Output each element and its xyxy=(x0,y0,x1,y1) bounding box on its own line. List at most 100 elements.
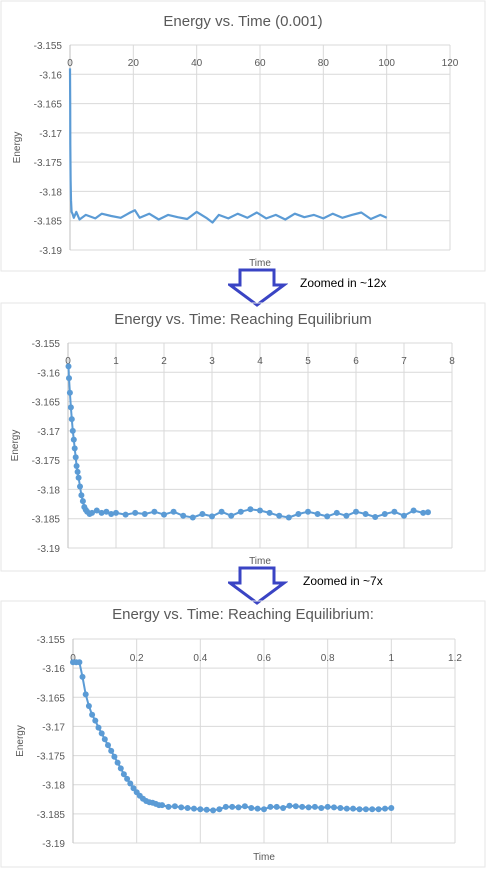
data-point xyxy=(241,803,248,810)
y-tick-label: -3.16 xyxy=(37,368,60,379)
x-tick-label: 20 xyxy=(128,58,140,69)
x-tick-label: 0.8 xyxy=(321,653,335,664)
data-point xyxy=(247,506,254,513)
data-point xyxy=(68,416,75,423)
chart-title: Energy vs. Time: Reaching Equilibrium: xyxy=(112,606,374,623)
x-tick-label: 1 xyxy=(113,356,119,367)
data-point xyxy=(78,492,85,499)
data-point xyxy=(180,512,187,519)
data-point xyxy=(391,508,398,515)
x-tick-label: 80 xyxy=(318,58,330,69)
x-axis-label: Time xyxy=(249,258,271,269)
data-point xyxy=(267,803,274,810)
chart-title: Energy vs. Time: Reaching Equilibrium xyxy=(114,311,372,328)
data-point xyxy=(401,512,407,519)
x-tick-label: 0 xyxy=(70,653,76,664)
series-line xyxy=(68,68,388,224)
data-point xyxy=(324,513,331,520)
data-point xyxy=(98,509,105,516)
data-point xyxy=(235,804,242,811)
x-tick-label: 100 xyxy=(378,58,395,69)
energy-chart-1: Energy vs. Time (0.001) -3.155 -3.16 -3.165… xyxy=(0,0,486,272)
x-tick-label: 1 xyxy=(389,653,395,664)
data-point xyxy=(248,805,255,811)
y-axis-label: Energy xyxy=(12,132,23,164)
data-point xyxy=(237,508,244,515)
data-point xyxy=(171,803,178,810)
y-tick-label: -3.165 xyxy=(32,398,61,409)
data-point xyxy=(314,511,321,517)
data-point xyxy=(130,785,137,792)
data-point xyxy=(105,742,111,749)
x-tick-label: 0 xyxy=(65,356,71,367)
data-point xyxy=(420,509,427,516)
data-point xyxy=(72,454,79,461)
data-point xyxy=(369,806,376,813)
data-point xyxy=(79,673,86,680)
y-tick-label: -3.155 xyxy=(32,339,61,350)
data-point xyxy=(111,753,118,760)
data-point xyxy=(98,730,105,737)
y-tick-label: -3.16 xyxy=(42,664,65,675)
data-point xyxy=(85,703,92,709)
data-point xyxy=(350,805,357,812)
data-point xyxy=(210,807,217,814)
down-arrow-icon xyxy=(228,566,288,605)
data-point xyxy=(292,803,299,810)
data-point xyxy=(199,511,206,517)
data-point xyxy=(151,508,158,515)
data-point xyxy=(67,404,74,411)
data-point xyxy=(184,805,191,811)
energy-chart-3: Energy vs. Time: Reaching Equilibrium: -3… xyxy=(0,600,486,868)
y-tick-label: -3.18 xyxy=(39,187,62,198)
data-point xyxy=(113,509,119,516)
data-point xyxy=(74,468,81,475)
y-tick-label: -3.155 xyxy=(37,635,66,646)
data-point xyxy=(117,765,124,772)
data-point xyxy=(425,509,431,516)
data-point xyxy=(127,780,134,787)
data-point xyxy=(70,436,77,443)
x-tick-label: 0.6 xyxy=(257,653,271,664)
data-point xyxy=(65,363,72,370)
chart-frame xyxy=(0,0,486,272)
data-point xyxy=(362,511,369,517)
data-point xyxy=(108,747,115,754)
data-point xyxy=(388,805,395,811)
energy-chart-2: Energy vs. Time: Reaching Equilibrium -3.… xyxy=(0,302,486,572)
data-point xyxy=(124,775,131,782)
y-tick-label: -3.175 xyxy=(34,158,63,169)
data-point xyxy=(69,427,76,434)
y-tick-label: -3.18 xyxy=(37,485,60,496)
data-point xyxy=(95,724,102,731)
y-tick-label: -3.185 xyxy=(32,515,61,526)
data-point xyxy=(276,512,283,519)
y-tick-label: -3.19 xyxy=(37,544,60,555)
data-point xyxy=(273,803,280,810)
data-point xyxy=(295,511,302,517)
data-point xyxy=(82,691,89,698)
data-point xyxy=(66,389,73,396)
data-point xyxy=(375,806,382,813)
data-point xyxy=(93,507,100,514)
data-point xyxy=(305,508,311,515)
data-point xyxy=(92,717,99,724)
down-arrow-icon xyxy=(228,268,288,307)
y-tick-label: -3.19 xyxy=(39,246,62,257)
data-point xyxy=(285,514,292,521)
data-point xyxy=(170,508,177,515)
data-point xyxy=(178,804,185,811)
y-tick-label: -3.17 xyxy=(42,722,65,733)
chart-frame xyxy=(0,600,486,868)
x-tick-label: 0.4 xyxy=(193,653,207,664)
y-tick-label: -3.18 xyxy=(42,781,65,792)
zoom-note-2: Zoomed in ~7x xyxy=(303,574,383,588)
data-point xyxy=(216,806,223,813)
data-point xyxy=(77,483,83,490)
y-tick-label: -3.185 xyxy=(37,810,66,821)
data-point xyxy=(76,659,83,666)
x-axis-label: Time xyxy=(249,556,271,567)
zoom-arrow-row-1: Zoomed in ~12x xyxy=(0,268,486,308)
data-point xyxy=(75,474,82,481)
y-tick-label: -3.175 xyxy=(32,456,61,467)
